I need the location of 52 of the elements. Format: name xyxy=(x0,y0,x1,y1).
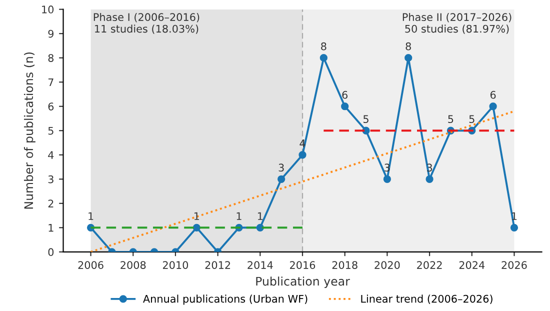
legend-label: Annual publications (Urban WF) xyxy=(143,294,308,305)
data-label: 1 xyxy=(88,212,94,220)
x-tick-label: 2024 xyxy=(459,261,485,269)
y-tick-label: 7 xyxy=(48,78,54,86)
band-label: Phase I (2006–2016) 11 studies (18.03%) xyxy=(94,12,200,34)
y-tick-label: 2 xyxy=(48,200,54,208)
y-tick-label: 3 xyxy=(48,175,54,184)
point xyxy=(341,102,349,110)
band-label: Phase II (2017–2026) 50 studies (81.97%) xyxy=(402,12,512,34)
point xyxy=(192,224,200,232)
point xyxy=(362,126,370,134)
data-label: 1 xyxy=(194,212,199,220)
data-label: 1 xyxy=(258,212,263,220)
x-axis-title: Publication year xyxy=(256,276,350,288)
data-label: 5 xyxy=(364,115,368,124)
x-tick-label: 2016 xyxy=(290,261,316,269)
x-tick-label: 2018 xyxy=(332,261,358,269)
data-label: 1 xyxy=(236,212,242,220)
point xyxy=(404,54,412,62)
data-label: 8 xyxy=(406,42,411,50)
data-label: 6 xyxy=(342,90,348,99)
x-tick-label: 2008 xyxy=(120,261,146,269)
data-label: 3 xyxy=(278,164,284,172)
point xyxy=(298,151,306,159)
x-tick-label: 2026 xyxy=(502,261,527,269)
y-tick-label: 5 xyxy=(48,126,54,135)
x-tick-label: 2020 xyxy=(374,261,400,269)
point xyxy=(256,224,264,232)
y-tick-label: 1 xyxy=(48,224,54,232)
point xyxy=(278,175,286,183)
point xyxy=(320,54,328,62)
y-tick-label: 10 xyxy=(42,6,54,14)
point xyxy=(510,224,518,232)
point xyxy=(426,175,434,183)
data-label: 5 xyxy=(448,115,454,124)
y-tick-label: 4 xyxy=(48,151,54,159)
data-label: 5 xyxy=(469,115,474,124)
x-tick-label: 2010 xyxy=(162,261,188,269)
data-label: 8 xyxy=(321,42,326,50)
point xyxy=(383,175,392,183)
y-tick-label: 6 xyxy=(48,102,54,110)
y-axis-title: Number of publications (n) xyxy=(24,52,36,209)
point xyxy=(489,102,497,110)
x-tick-label: 2022 xyxy=(417,261,442,269)
legend-label: Linear trend (2006–2026) xyxy=(361,294,492,304)
x-tick-label: 2014 xyxy=(248,261,273,269)
y-tick-label: 0 xyxy=(48,248,54,256)
y-tick-label: 9 xyxy=(48,30,54,38)
x-tick-label: 2012 xyxy=(205,261,230,269)
data-label: 6 xyxy=(490,90,496,99)
y-tick-label: 8 xyxy=(48,54,54,62)
x-tick-label: 2006 xyxy=(78,261,104,269)
